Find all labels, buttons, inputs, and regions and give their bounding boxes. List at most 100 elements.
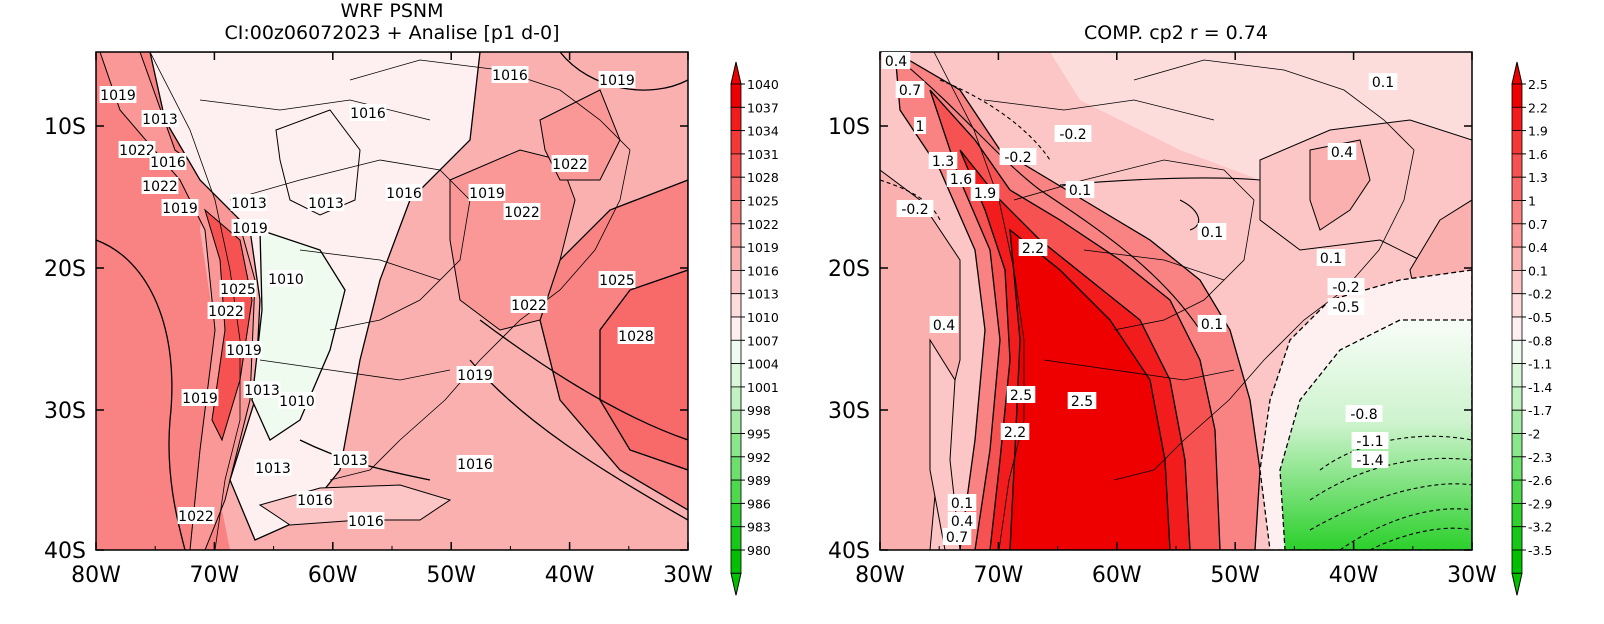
colorbar-level-label: 980 [747, 543, 771, 558]
contour-label-bg [895, 81, 925, 98]
contour-label-bg [1351, 432, 1389, 449]
contour-label-bg [225, 341, 263, 358]
contour-label-bg [1197, 223, 1227, 240]
colorbar-swatch [1511, 106, 1523, 132]
colorbar-level-label: 1034 [747, 124, 779, 139]
contour-label: 1019 [162, 201, 198, 217]
contour-label: 1022 [142, 179, 178, 195]
colorbar-level-label: -1.1 [1528, 357, 1552, 372]
contour-label-bg [1327, 298, 1365, 315]
lat-tick-label: 20S [828, 257, 870, 282]
contour-label-bg [1345, 405, 1383, 422]
contour-label-bg [307, 194, 345, 211]
colorbar-swatch [730, 363, 742, 388]
contour-label-bg [296, 491, 334, 508]
colorbar-swatch [730, 83, 742, 108]
lat-tick-label: 40S [828, 539, 870, 564]
contour-label-bg [881, 52, 911, 69]
contour-label-bg [99, 86, 137, 103]
contour-label: 1022 [511, 298, 547, 314]
contour-label-bg [1327, 143, 1357, 160]
colorbar-level-label: 1.6 [1528, 147, 1548, 162]
colorbar-level-label: 995 [747, 427, 771, 442]
colorbar-swatch [1511, 130, 1523, 155]
contour-label: 2.2 [1022, 241, 1044, 257]
left-title-line1: WRF PSNM [340, 0, 443, 22]
colorbar-swatch [1511, 293, 1523, 318]
colorbar-swatch [1511, 363, 1523, 388]
colorbar-swatch [730, 293, 742, 318]
contour-label-bg [942, 528, 972, 545]
lon-tick-label: 80W [855, 563, 905, 588]
contour-label-bg [947, 512, 977, 529]
left-colorbar: 1040 1037 1034 1031 1028 1025 1022 1019 1016 1013… [730, 61, 779, 596]
colorbar-swatch [730, 223, 742, 248]
contour-label: 1013 [142, 112, 178, 128]
contour-label: 1019 [226, 343, 262, 359]
contour-label-bg [1327, 278, 1365, 295]
right-colorbar: 2.5 2.2 1.9 1.6 1.3 1 0.7 0.4 0.1 -0.2 -0.5 -0.8 -1.… [1511, 61, 1552, 596]
colorbar-swatch [730, 502, 742, 528]
contour-label: 1028 [618, 329, 654, 345]
contour-label: 1016 [297, 493, 333, 509]
colorbar-level-label: 1022 [747, 217, 779, 232]
colorbar-swatch [1511, 502, 1523, 528]
contour-label-bg [141, 110, 179, 127]
contour-label-bg [254, 459, 292, 476]
colorbar-level-label: 983 [747, 520, 771, 535]
colorbar-level-label: 1004 [747, 357, 779, 372]
colorbar-swatch [730, 246, 742, 271]
colorbar-swatch [730, 106, 742, 132]
contour-label-bg [1316, 249, 1346, 266]
colorbar-swatch [1511, 269, 1523, 295]
contour-label: 1 [916, 119, 925, 135]
contour-label: 1.9 [974, 186, 996, 202]
contour-label-bg [149, 153, 187, 170]
lon-tick-label: 80W [71, 563, 121, 588]
contour-label: 1.3 [932, 154, 954, 170]
contour-label-bg [347, 512, 385, 529]
contour-label: 2.5 [1010, 388, 1032, 404]
lat-tick-label: 20S [44, 257, 86, 282]
colorbar-swatch [730, 339, 742, 364]
colorbar-swatch [730, 130, 742, 155]
colorbar-level-label: 2.2 [1528, 100, 1548, 115]
contour-label: 1022 [552, 157, 588, 173]
contour-label-bg [946, 170, 976, 187]
contour-label-bg [1000, 423, 1030, 440]
colorbar-swatch [730, 549, 742, 574]
colorbar-level-label: -2.6 [1528, 473, 1552, 488]
colorbar-swatch [730, 386, 742, 411]
colorbar-swatch [1511, 200, 1523, 225]
contour-label: -0.2 [1004, 150, 1031, 166]
contour-label: 1013 [231, 196, 267, 212]
colorbar-arrow-bottom [730, 572, 742, 596]
colorbar-arrow-top [730, 61, 742, 85]
contour-label-bg [1054, 125, 1092, 142]
contour-label-bg [617, 327, 655, 344]
contour-label-bg [928, 152, 958, 169]
contour-label: 1016 [350, 106, 386, 122]
contour-label: 0.1 [1320, 251, 1342, 267]
colorbar-swatch [1511, 176, 1523, 201]
contour-label-bg [456, 366, 494, 383]
contour-label: 0.4 [1331, 145, 1353, 161]
colorbar-level-label: 1025 [747, 194, 779, 209]
colorbar-level-label: 989 [747, 473, 771, 488]
contour-label-bg [219, 280, 257, 297]
colorbar-swatch [730, 176, 742, 201]
contour-label: 0.1 [1372, 75, 1394, 91]
contour-label-bg [230, 194, 268, 211]
contour-label-bg [267, 270, 305, 287]
colorbar-level-label: 0.4 [1528, 240, 1548, 255]
colorbar-arrow-bottom [1511, 572, 1523, 596]
contour-label-bg [141, 177, 179, 194]
contour-label-bg [161, 199, 199, 216]
colorbar-level-label: 1007 [747, 333, 779, 348]
right-correlation-field [880, 52, 1472, 550]
contour-label-bg [468, 184, 506, 201]
colorbar-level-label: 1019 [747, 240, 779, 255]
contour-label-bg [999, 148, 1037, 165]
